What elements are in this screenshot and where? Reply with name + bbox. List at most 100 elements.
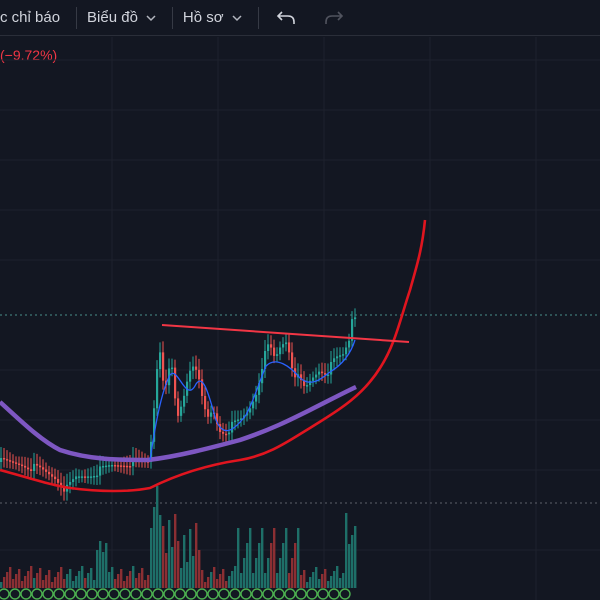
event-marker-icon[interactable] <box>9 588 21 600</box>
volume-bar <box>108 572 111 588</box>
indicators-menu[interactable]: c chỉ báo <box>0 0 60 36</box>
event-marker-icon[interactable] <box>108 588 120 600</box>
candle-body <box>114 465 117 467</box>
candle-body <box>24 465 27 468</box>
candle-body <box>288 342 291 353</box>
event-marker-icon[interactable] <box>64 588 76 600</box>
candle-body <box>306 385 309 387</box>
volume-bar <box>147 575 150 588</box>
candle-body <box>9 460 12 462</box>
event-marker-icon[interactable] <box>229 588 241 600</box>
event-markers <box>0 588 351 600</box>
event-marker-icon[interactable] <box>317 588 329 600</box>
volume-bar <box>228 576 231 588</box>
candle-body <box>309 380 312 386</box>
event-marker-icon[interactable] <box>97 588 109 600</box>
event-marker-icon[interactable] <box>284 588 296 600</box>
event-marker-icon[interactable] <box>306 588 318 600</box>
undo-button[interactable] <box>269 0 303 36</box>
candle-body <box>27 467 30 470</box>
volume-bar <box>6 572 9 588</box>
volume-bar <box>69 569 72 588</box>
volume-bar <box>0 582 3 588</box>
event-marker-icon[interactable] <box>207 588 219 600</box>
candle-body <box>282 344 285 348</box>
volume-bar <box>282 543 285 588</box>
event-marker-icon[interactable] <box>75 588 87 600</box>
redo-button[interactable] <box>317 0 351 36</box>
candlesticks <box>0 308 357 501</box>
candle-body <box>3 458 6 460</box>
volume-bar <box>342 573 345 588</box>
volume-bar <box>240 573 243 588</box>
event-marker-icon[interactable] <box>240 588 252 600</box>
undo-icon <box>276 10 295 24</box>
event-marker-icon[interactable] <box>152 588 164 600</box>
volume-bar <box>324 569 327 588</box>
event-marker-icon[interactable] <box>163 588 175 600</box>
candle-body <box>249 408 252 413</box>
event-marker-icon[interactable] <box>328 588 340 600</box>
event-marker-icon[interactable] <box>119 588 131 600</box>
volume-bar <box>156 486 159 588</box>
price-chart[interactable] <box>0 37 600 600</box>
volume-bar <box>3 577 6 588</box>
candle-body <box>30 469 33 471</box>
trendline[interactable] <box>161 324 410 343</box>
event-marker-icon[interactable] <box>339 588 351 600</box>
event-marker-icon[interactable] <box>53 588 65 600</box>
top-toolbar: c chỉ báo Biểu đồ Hồ sơ <box>0 0 600 36</box>
event-marker-icon[interactable] <box>31 588 43 600</box>
toolbar-divider <box>76 6 78 29</box>
volume-bar <box>201 570 204 588</box>
candle-body <box>21 464 24 467</box>
indicators-label: c chỉ báo <box>0 9 61 26</box>
toolbar-divider <box>171 6 173 29</box>
candle-body <box>75 476 78 480</box>
candle-body <box>321 371 324 374</box>
volume-bar <box>162 526 165 588</box>
candle-body <box>99 466 102 476</box>
volume-bar <box>135 578 138 588</box>
event-marker-icon[interactable] <box>273 588 285 600</box>
event-marker-icon[interactable] <box>174 588 186 600</box>
event-marker-icon[interactable] <box>42 588 54 600</box>
volume-bar <box>102 552 105 588</box>
volume-bar <box>345 513 348 588</box>
event-marker-icon[interactable] <box>185 588 197 600</box>
volume-bar <box>276 573 279 588</box>
volume-bar <box>30 566 33 588</box>
event-marker-icon[interactable] <box>20 588 32 600</box>
event-marker-icon[interactable] <box>262 588 274 600</box>
candle-body <box>339 355 342 357</box>
volume-bar <box>297 528 300 588</box>
volume-bar <box>288 573 291 588</box>
volume-bar <box>207 577 210 588</box>
volume-bar <box>126 576 129 588</box>
volume-bar <box>111 567 114 588</box>
chart-type-menu[interactable]: Biểu đồ <box>87 0 156 36</box>
volume-bar <box>339 578 342 588</box>
volume-bar <box>177 541 180 588</box>
event-marker-icon[interactable] <box>218 588 230 600</box>
candle-body <box>90 476 93 478</box>
profile-menu[interactable]: Hồ sơ <box>183 0 242 36</box>
volume-bar <box>60 567 63 588</box>
volume-bar <box>231 571 234 588</box>
volume-bar <box>291 558 294 588</box>
event-marker-icon[interactable] <box>295 588 307 600</box>
candle-body <box>69 482 72 485</box>
event-marker-icon[interactable] <box>86 588 98 600</box>
volume-bar <box>123 581 126 588</box>
event-marker-icon[interactable] <box>251 588 263 600</box>
candle-body <box>231 421 234 433</box>
candle-body <box>300 374 303 381</box>
volume-bar <box>165 553 168 588</box>
event-marker-icon[interactable] <box>130 588 142 600</box>
event-marker-icon[interactable] <box>196 588 208 600</box>
event-marker-icon[interactable] <box>141 588 153 600</box>
volume-bar <box>12 579 15 588</box>
volume-bar <box>327 581 330 588</box>
candle-body <box>189 370 192 382</box>
event-marker-icon[interactable] <box>0 588 10 600</box>
